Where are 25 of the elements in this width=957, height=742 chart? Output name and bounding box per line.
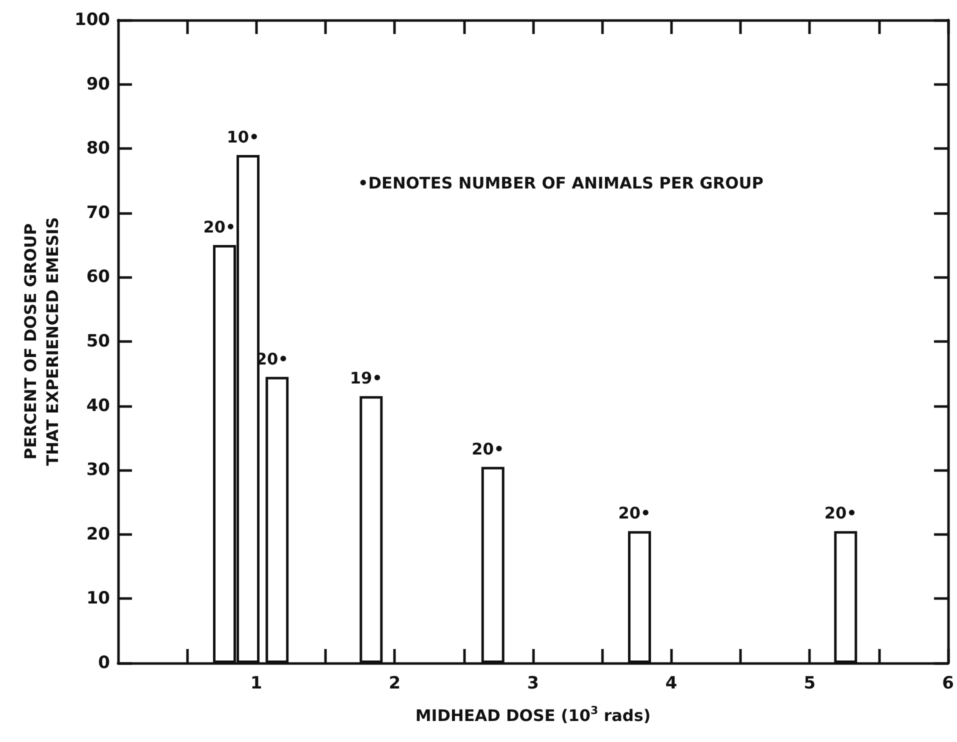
y-tick-label: 70	[86, 202, 110, 223]
annotation: 20•	[618, 504, 651, 523]
y-tick-label: 90	[86, 74, 110, 94]
annotation: 19•	[350, 368, 382, 388]
x-tick-label: 5	[804, 674, 816, 694]
x-tick-label: 2	[388, 674, 401, 694]
y-axis-title: PERCENT OF DOSE GROUP THAT EXPERIENCED EMESIS	[21, 217, 62, 466]
y-tick-label: 60	[86, 267, 110, 288]
y-tick-label: 50	[86, 332, 110, 352]
x-tick-label: 4	[665, 674, 678, 694]
y-tick-label: 20	[86, 524, 110, 544]
annotation: 20•	[203, 218, 236, 237]
annotation: 20•	[472, 439, 504, 458]
annotation: •DENOTES NUMBER OF ANIMALS PER GROUP	[358, 174, 764, 192]
annotation: 10•	[226, 128, 260, 147]
y-tick-label: 30	[86, 460, 110, 480]
x-tick-label: 3	[527, 674, 539, 694]
annotation: 20•	[824, 504, 857, 523]
y-tick-label: 80	[86, 138, 110, 159]
y-tick-label: 10	[86, 588, 110, 609]
y-tick-label: 40	[86, 396, 110, 416]
x-tick-label: 6	[942, 674, 954, 694]
y-tick-label: 0	[98, 653, 110, 673]
x-tick-label: 1	[250, 674, 262, 694]
y-tick-label: 100	[74, 10, 110, 30]
